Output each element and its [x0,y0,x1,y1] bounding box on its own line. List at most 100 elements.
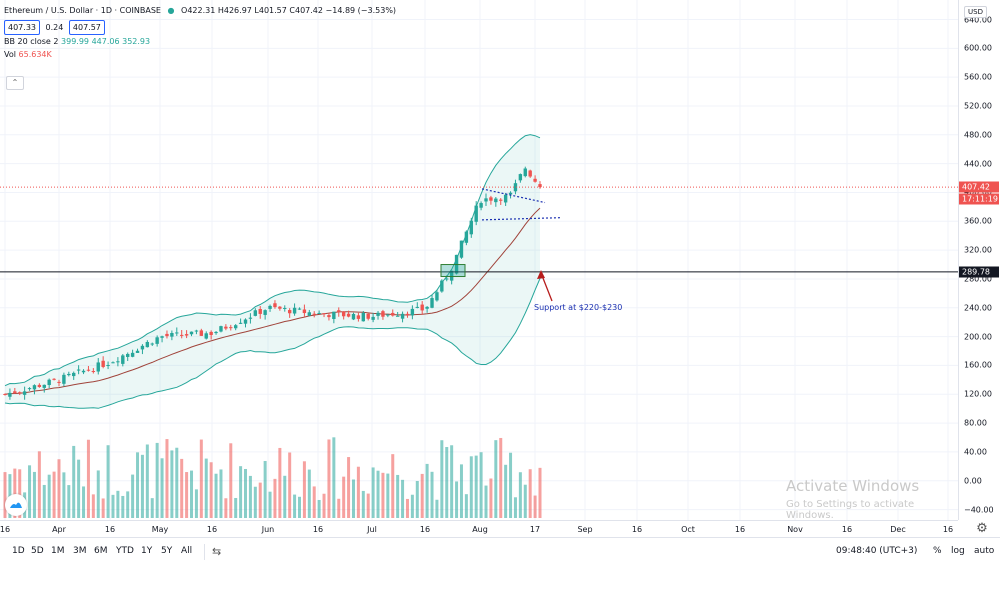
support-annotation[interactable]: Support at $220-$230 [534,303,623,312]
ask-price[interactable]: 407.57 [68,20,105,35]
volume-bar [18,469,22,518]
volume-bar [239,466,243,518]
log-scale-button[interactable]: log [951,546,965,556]
collapse-legend-button[interactable]: ⌃ [6,76,24,90]
volume-bar [479,452,483,518]
range-all-button[interactable]: All [181,546,193,556]
price-scale[interactable]: 640.00600.00560.00520.00480.00440.00400.… [958,0,1000,520]
volume-bar [101,498,105,518]
market-status-dot: ● [167,6,175,15]
volume-bar [381,472,385,518]
price-tick-label: 320.00 [964,245,992,255]
range-1d-button[interactable]: 1D [12,546,25,556]
candle-body [464,231,469,243]
bid-price[interactable]: 407.33 [4,20,40,35]
bb-indicator-values: 399.99 447.06 352.93 [61,37,151,46]
volume-bar [13,468,17,518]
clock-timezone[interactable]: 09:48:40 (UTC+3) [836,546,918,556]
volume-bar [72,445,76,518]
gear-icon[interactable]: ⚙ [976,521,988,536]
bollinger-upper-line [4,134,541,387]
volume-bar [455,481,459,518]
chart-pane[interactable]: Ethereum / U.S. Dollar · 1D · COINBASE ●… [0,0,958,520]
candle-body [160,336,164,338]
volume-bar [185,472,189,518]
time-tick-label: Apr [52,525,66,534]
candle-body [67,373,71,376]
time-scale[interactable]: 16 Apr 16 May 16 Jun 16 Jul 16 Aug 17 Sep 16 Oct 16 Nov… [0,520,958,537]
volume-bar [37,451,41,518]
volume-bar [165,439,169,518]
volume-bar [136,452,140,518]
percent-scale-button[interactable]: % [933,546,942,556]
candle-body [376,312,380,316]
candle-body [233,325,238,329]
bar-countdown-tag: 17:11:19 [959,193,999,205]
candle-body [199,330,204,336]
candle-body [415,306,419,308]
candle-body [351,313,356,320]
breakout-box [440,264,466,278]
volume-bar [464,494,468,518]
volume-bar [288,452,292,518]
volume-bar [293,494,297,518]
auto-scale-button[interactable]: auto [974,546,995,556]
range-1m-button[interactable]: 1M [51,546,65,556]
price-tick-label: 160.00 [964,360,992,370]
range-3m-button[interactable]: 3M [73,546,87,556]
candle-body [116,361,120,363]
volume-bar [57,459,61,518]
candle-body [204,333,208,339]
volume-bar [3,472,7,518]
time-tick-label: Oct [681,525,695,534]
price-tick-label: 480.00 [964,130,992,140]
date-range-icon[interactable]: ⇆ [212,545,222,558]
candle-body [179,334,184,336]
volume-bar [160,458,164,518]
volume-bar [459,464,463,518]
range-ytd-button[interactable]: YTD [116,546,134,556]
candle-body [126,353,130,357]
volume-bar [170,450,174,518]
annotation-arrow-head [537,270,545,279]
volume-bar [401,479,405,518]
candle-body [327,315,331,318]
volume-bar [253,486,257,518]
candle-body [523,168,527,177]
bb-indicator-label[interactable]: BB 20 close 2 [4,37,59,46]
candle-body [528,170,532,177]
candle-body [440,280,444,292]
candle-body [513,183,518,192]
volume-bar [175,447,179,518]
candle-body [258,308,262,314]
candle-body [533,178,537,182]
candle-body [145,341,150,348]
volume-bar [523,484,527,518]
price-tick-label: 80.00 [964,418,987,428]
volume-bar [440,440,444,518]
volume-bar [131,474,135,518]
volume-bar [435,499,439,518]
symbol-title[interactable]: Ethereum / U.S. Dollar · 1D · COINBASE [4,6,161,15]
candle-body [292,307,297,314]
volume-indicator-label[interactable]: Vol [4,50,16,59]
price-chart[interactable] [0,0,958,520]
watermark-line1: Activate Windows [786,477,920,495]
volume-bar [67,485,71,518]
candle-body [229,327,233,329]
candle-body [86,369,91,371]
candle-body [499,199,503,201]
range-5y-button[interactable]: 5Y [161,546,173,556]
tradingview-logo-icon[interactable] [5,494,27,516]
range-5d-button[interactable]: 5D [31,546,44,556]
currency-button[interactable]: USD [964,6,987,18]
range-6m-button[interactable]: 6M [94,546,108,556]
range-1y-button[interactable]: 1Y [141,546,153,556]
time-tick-label: May [151,525,169,534]
candle-body [170,333,174,337]
price-tick-label: 520.00 [964,101,992,111]
candle-body [263,310,267,315]
candle-body [430,298,434,308]
volume-bar [494,440,498,518]
volume-bar [499,437,503,518]
